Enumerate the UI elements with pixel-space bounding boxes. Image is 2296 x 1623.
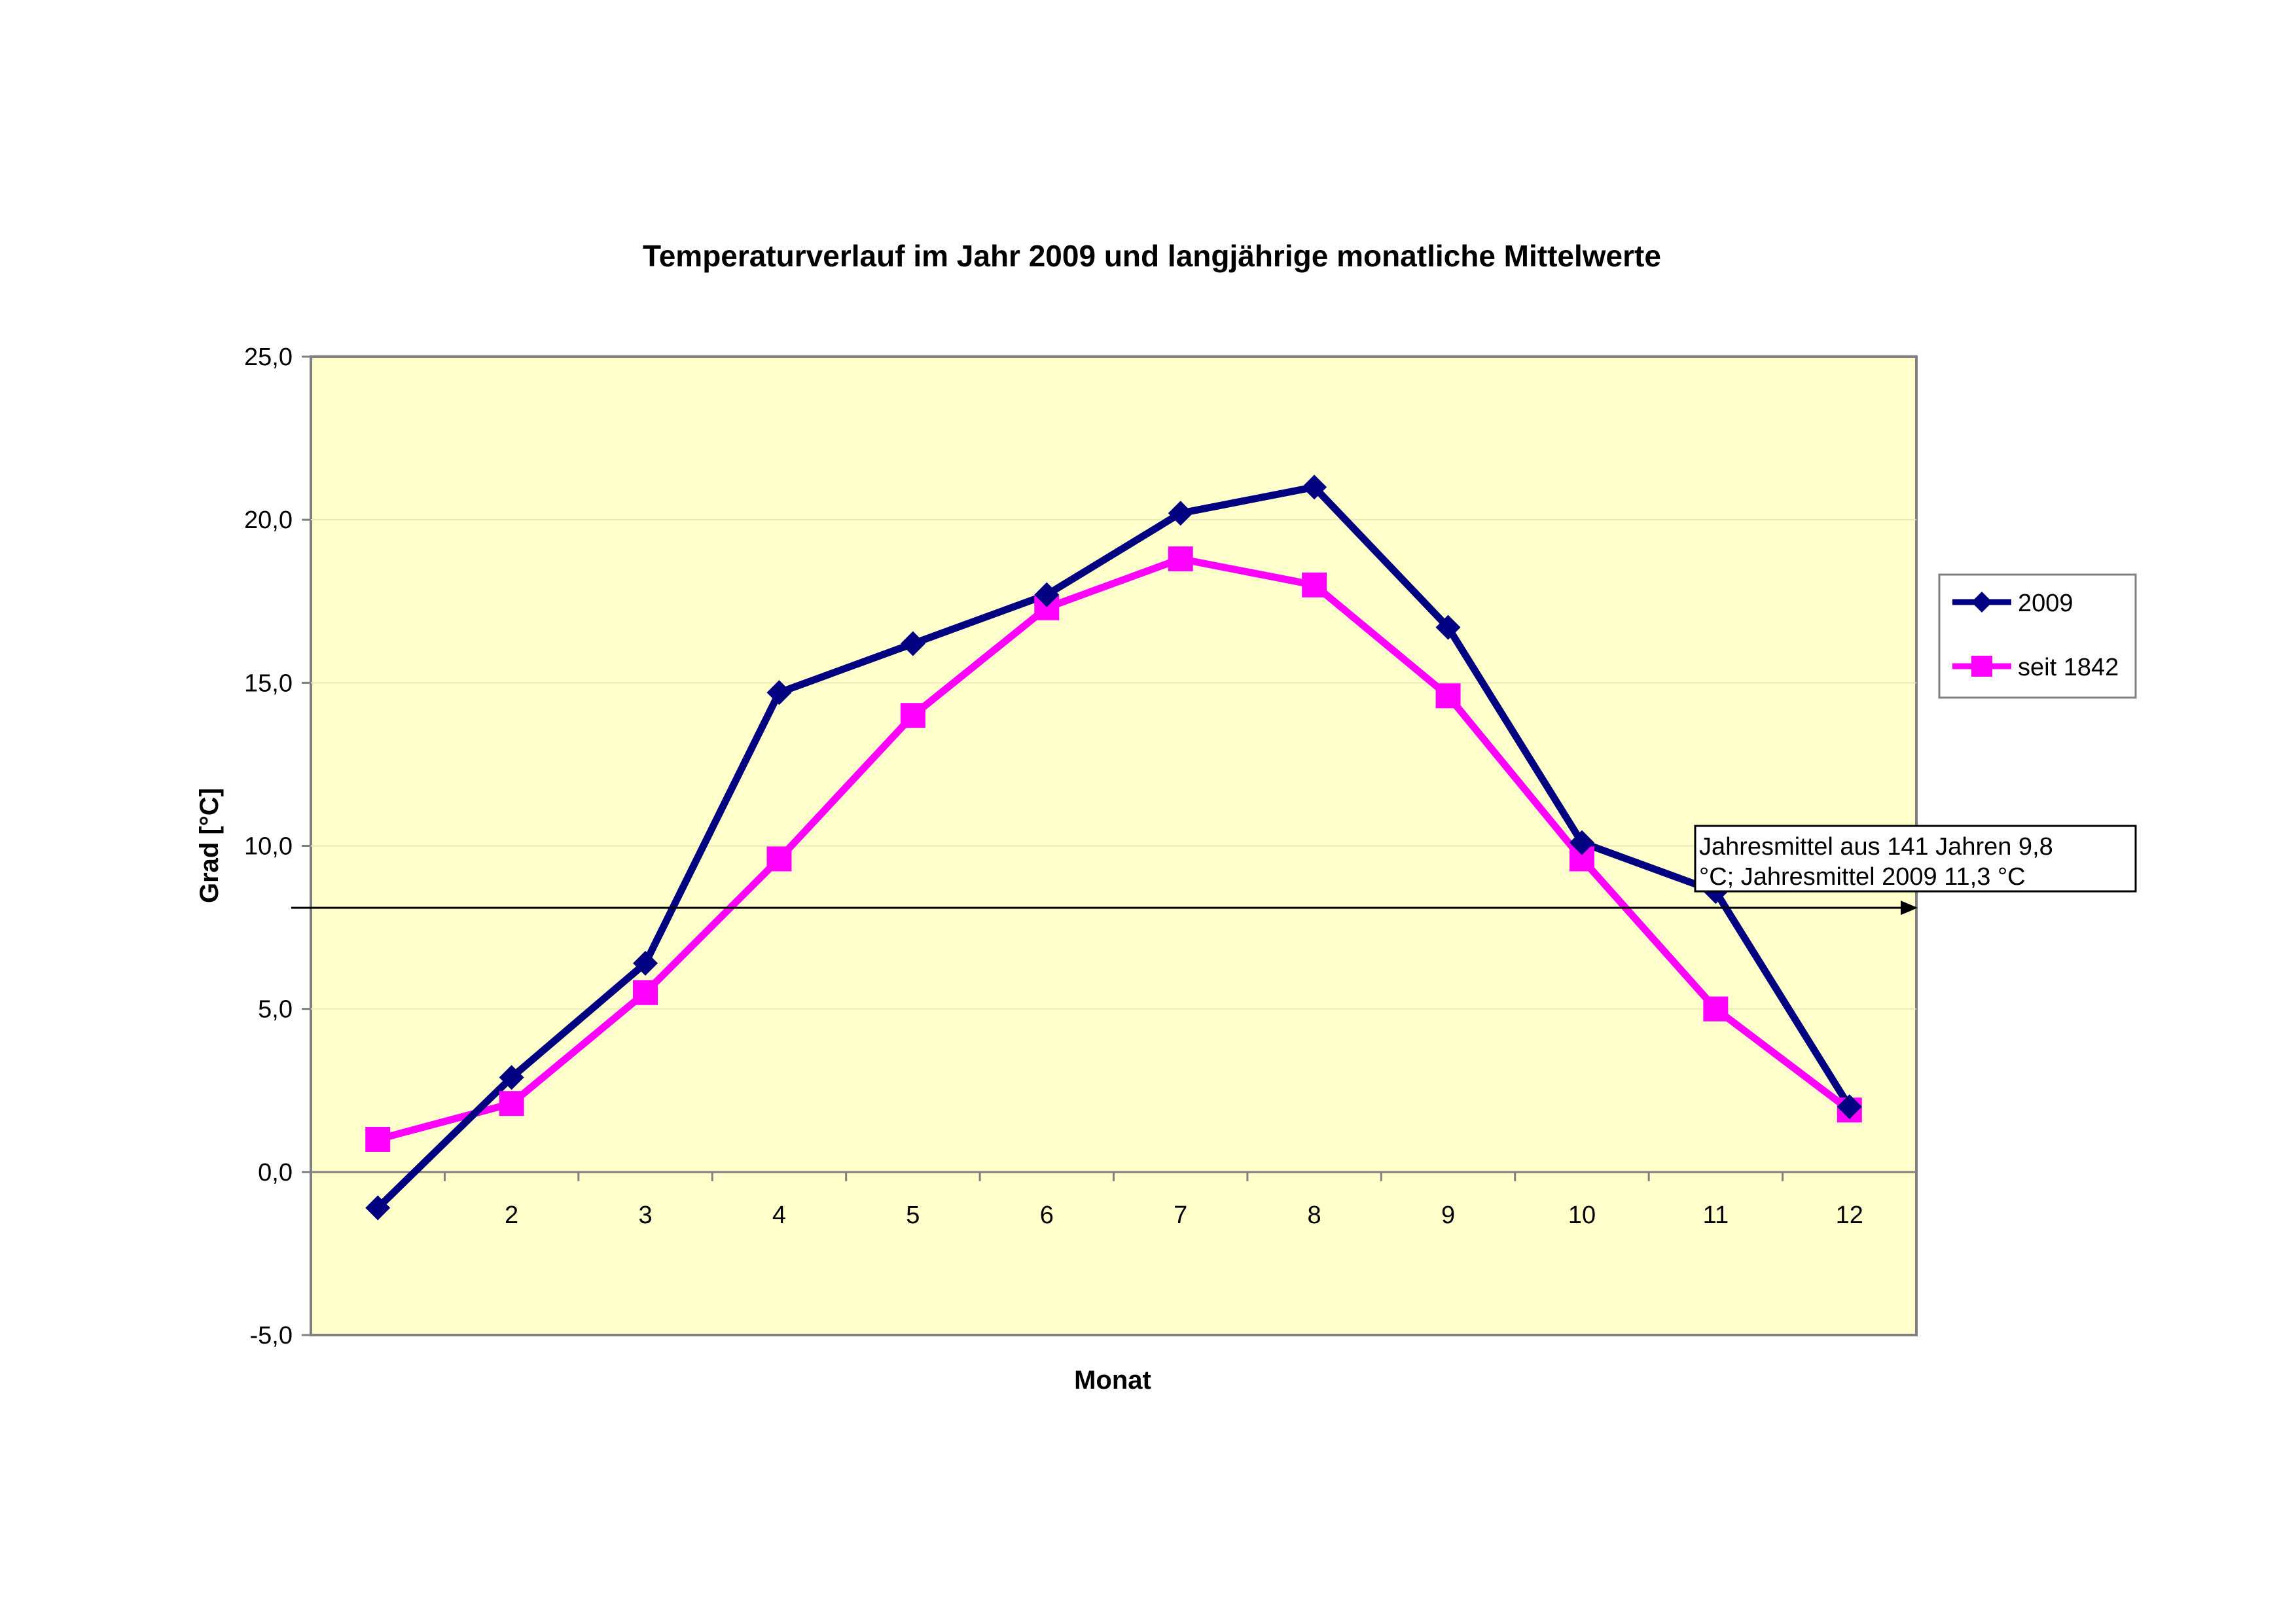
- x-tick-label: 8: [1308, 1202, 1321, 1229]
- y-tick-label: 20,0: [244, 507, 293, 534]
- series-1-point: [766, 846, 792, 872]
- series-1-point: [1168, 546, 1193, 571]
- series-1-point: [1435, 683, 1461, 709]
- series-1-point: [633, 980, 658, 1005]
- series-1-point: [1703, 996, 1729, 1022]
- annotation-box: [1694, 825, 2137, 893]
- x-tick-label: 5: [906, 1202, 920, 1229]
- series-0-point: [1837, 1094, 1862, 1120]
- y-axis-title: Grad [°C]: [195, 788, 224, 903]
- legend: 2009 seit 1842: [1938, 573, 2137, 699]
- series-layer: [365, 474, 1862, 1221]
- annotation-line-2: °C; Jahresmittel 2009 11,3 °C: [1699, 863, 2026, 891]
- series-line-0: [375, 483, 1853, 1211]
- series-0-point: [365, 1195, 391, 1221]
- y-tick-label: 0,0: [258, 1159, 293, 1186]
- x-tick-label: 11: [1703, 1202, 1729, 1229]
- annotation-line-1: Jahresmittel aus 141 Jahren 9,8: [1699, 833, 2053, 861]
- x-tick-label: 10: [1568, 1202, 1596, 1229]
- y-tick-label: 5,0: [258, 996, 293, 1024]
- series-1-point: [1302, 572, 1327, 597]
- y-axis-ticks: -5,0 0,0 5,0 10,0 15,0 20,0 25,0: [244, 344, 311, 1349]
- legend-marker-seit-1842: [1971, 656, 1992, 677]
- legend-label-seit-1842: seit 1842: [2018, 654, 2119, 681]
- series-0-point: [766, 680, 792, 705]
- series-0-point: [1168, 501, 1193, 526]
- x-axis: 2 3 4 5 6 7 8 9 10 11 12: [310, 1171, 1918, 1229]
- series-0-point: [1569, 830, 1594, 855]
- x-tick-label: 6: [1040, 1202, 1054, 1229]
- x-tick-label: 2: [505, 1202, 518, 1229]
- x-tick-label: 4: [772, 1202, 786, 1229]
- series-1-point: [499, 1091, 524, 1116]
- annotation-arrowhead: [1901, 901, 1918, 916]
- series-0-point: [900, 631, 925, 656]
- series-line-1: [376, 555, 1852, 1143]
- legend-label-2009: 2009: [2018, 590, 2073, 617]
- x-tick-label: 12: [1836, 1202, 1863, 1229]
- legend-marker-2009: [1971, 592, 1992, 613]
- y-tick-label: 25,0: [244, 344, 293, 371]
- series-1-point: [900, 703, 925, 728]
- y-tick-label: 15,0: [244, 669, 293, 697]
- series-0-point: [1435, 615, 1461, 640]
- x-axis-title: Monat: [1074, 1366, 1151, 1395]
- series-0-point: [633, 950, 658, 976]
- annual-mean-annotation: Jahresmittel aus 141 Jahren 9,8 °C; Jahr…: [291, 825, 2137, 916]
- series-1-point: [365, 1127, 391, 1152]
- chart-title: Temperaturverlauf im Jahr 2009 und langj…: [643, 239, 1661, 273]
- x-tick-label: 3: [638, 1202, 652, 1229]
- x-tick-label: 7: [1174, 1202, 1187, 1229]
- y-tick-label: -5,0: [250, 1322, 293, 1349]
- series-0-point: [1034, 582, 1060, 607]
- y-tick-label: 10,0: [244, 833, 293, 861]
- legend-box: [1938, 573, 2137, 699]
- series-0-point: [499, 1065, 524, 1090]
- series-0-point: [1302, 474, 1327, 500]
- x-tick-label: 9: [1441, 1202, 1455, 1229]
